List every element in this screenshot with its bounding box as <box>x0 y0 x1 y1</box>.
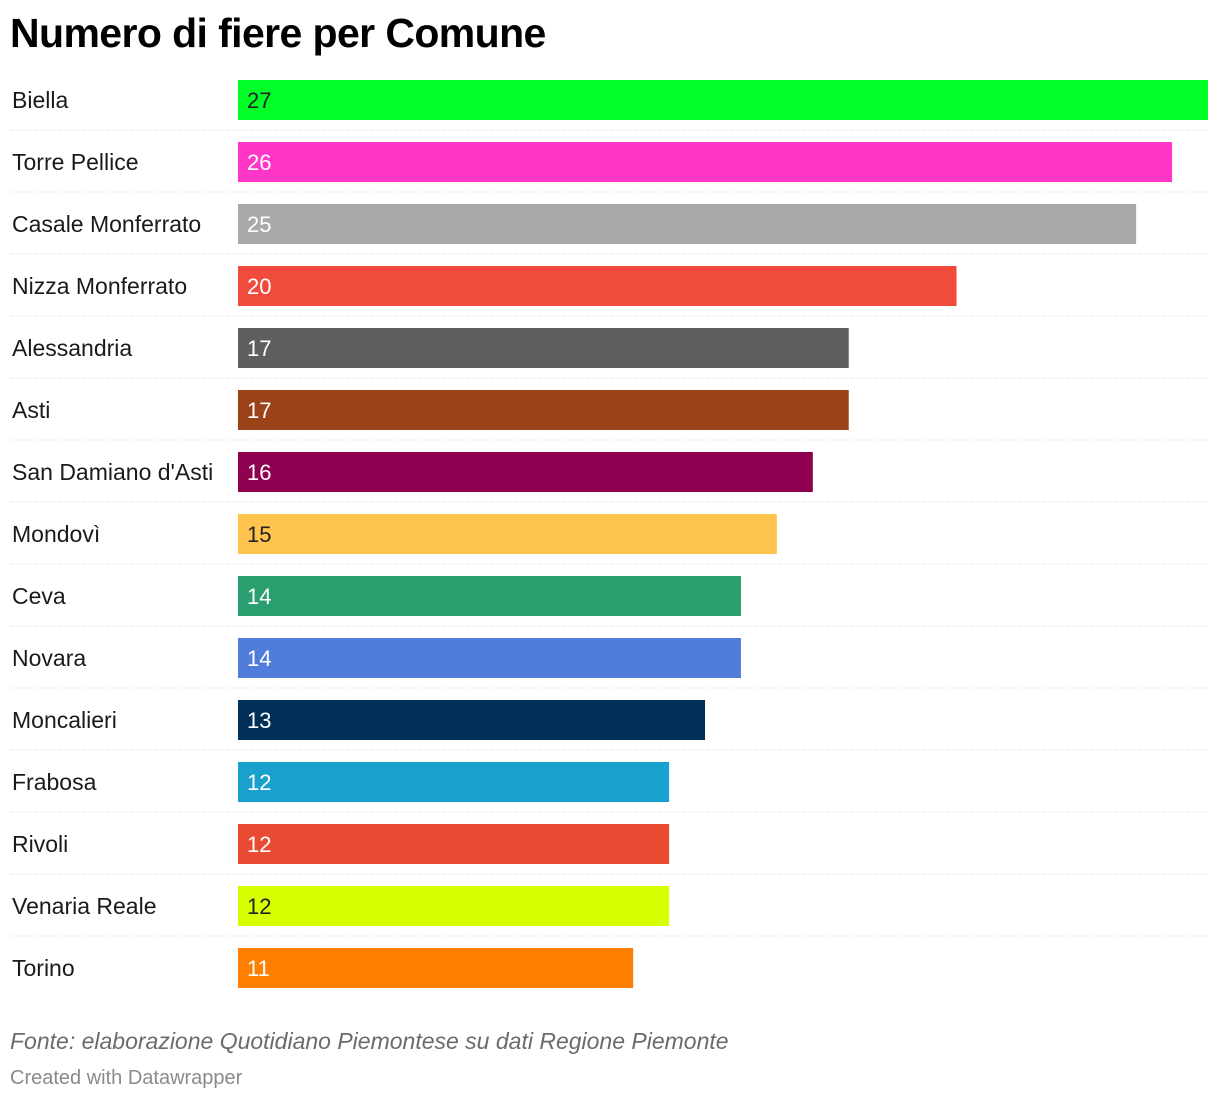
bar <box>238 142 1173 182</box>
value-label: 13 <box>247 708 271 733</box>
source-note: Fonte: elaborazione Quotidiano Piemontes… <box>10 1028 729 1054</box>
category-label: Frabosa <box>12 769 97 795</box>
category-label: Venaria Reale <box>12 893 157 919</box>
bar <box>238 514 777 554</box>
category-label: Rivoli <box>12 831 68 857</box>
credit-note: Created with Datawrapper <box>10 1067 243 1089</box>
bar <box>238 452 813 492</box>
category-label: Nizza Monferrato <box>12 273 187 299</box>
value-label: 17 <box>247 336 271 361</box>
value-label: 20 <box>247 274 271 299</box>
bar <box>238 204 1137 244</box>
bar <box>238 328 849 368</box>
category-label: Moncalieri <box>12 707 117 733</box>
bar <box>238 576 741 616</box>
category-label: Alessandria <box>12 335 132 361</box>
value-label: 16 <box>247 460 271 485</box>
value-label: 17 <box>247 398 271 423</box>
bar <box>238 80 1208 120</box>
value-label: 12 <box>247 894 271 919</box>
bar <box>238 762 670 802</box>
value-label: 26 <box>247 150 271 175</box>
value-label: 14 <box>247 646 271 671</box>
value-label: 14 <box>247 584 271 609</box>
value-label: 12 <box>247 770 271 795</box>
category-label: Casale Monferrato <box>12 211 201 237</box>
category-label: Mondovì <box>12 521 100 547</box>
bar <box>238 824 670 864</box>
value-label: 27 <box>247 88 271 113</box>
value-label: 12 <box>247 832 271 857</box>
chart-title: Numero di fiere per Comune <box>10 10 546 56</box>
bar <box>238 886 670 926</box>
bar <box>238 700 706 740</box>
value-label: 11 <box>247 956 270 981</box>
category-label: Torre Pellice <box>12 149 139 175</box>
bar <box>238 948 634 988</box>
category-label: Biella <box>12 87 68 113</box>
category-label: San Damiano d'Asti <box>12 459 213 485</box>
category-label: Asti <box>12 397 50 423</box>
bar <box>238 266 957 306</box>
category-label: Torino <box>12 955 75 981</box>
bar <box>238 638 741 678</box>
category-label: Ceva <box>12 583 66 609</box>
value-label: 25 <box>247 212 271 237</box>
category-label: Novara <box>12 645 86 671</box>
bar <box>238 390 849 430</box>
value-label: 15 <box>247 522 271 547</box>
